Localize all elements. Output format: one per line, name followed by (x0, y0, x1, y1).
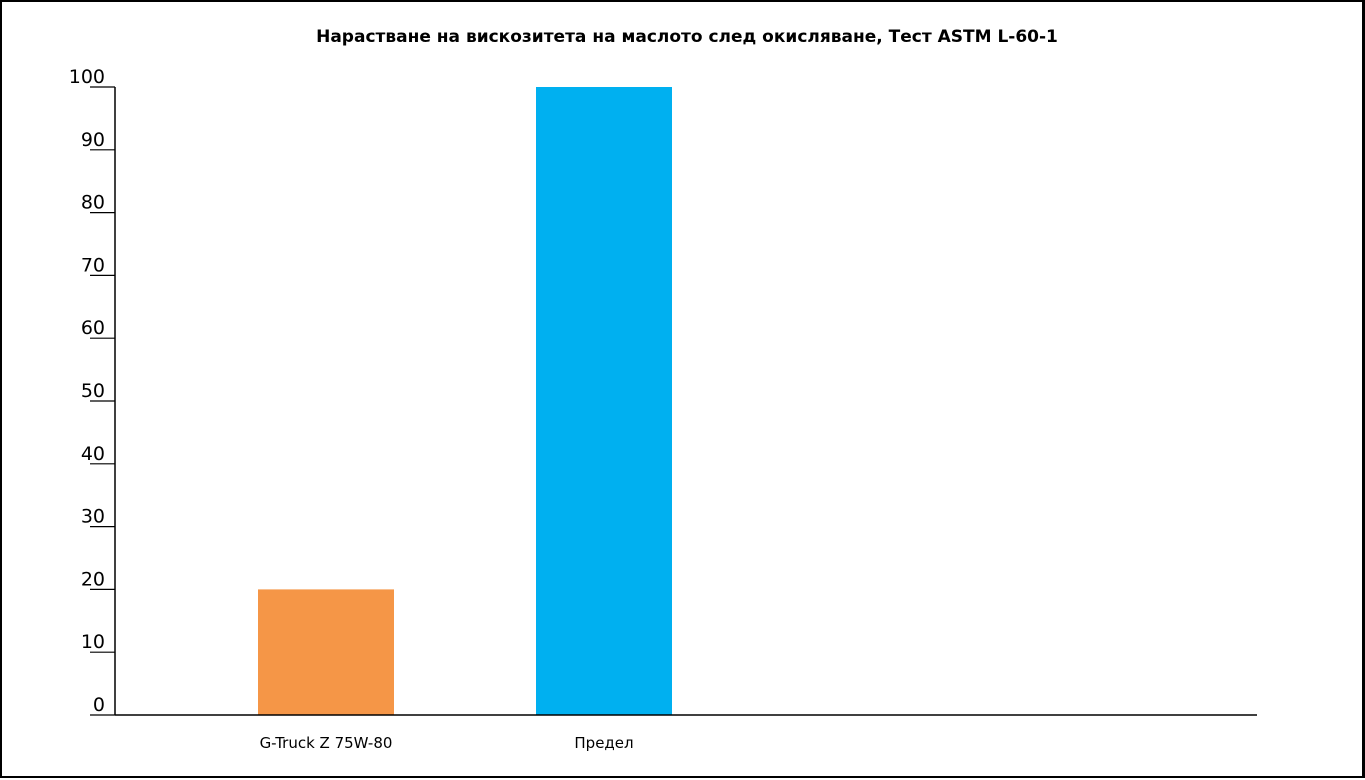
y-axis: 0 10 20 30 40 50 60 70 80 90 100 (69, 66, 116, 716)
bar (536, 87, 672, 715)
y-tick-label: 30 (81, 506, 105, 528)
x-tick-label: G-Truck Z 75W-80 (260, 734, 393, 752)
y-tick-label: 50 (81, 380, 105, 402)
bars (258, 87, 672, 715)
y-tick-label: 20 (81, 568, 105, 590)
y-tick-label: 40 (81, 443, 105, 465)
y-tick-label: 100 (69, 66, 105, 88)
chart-title: Нарастване на вискозитета на маслото сле… (316, 27, 1058, 47)
y-tick-label: 80 (81, 192, 105, 214)
y-tick-label: 10 (81, 631, 105, 653)
x-axis: G-Truck Z 75W-80 Предел (115, 714, 1257, 752)
bar (258, 589, 394, 715)
y-tick-label: 90 (81, 129, 105, 151)
x-tick-label: Предел (574, 734, 633, 752)
y-tick-label: 70 (81, 254, 105, 276)
y-tick-label: 60 (81, 317, 105, 339)
y-tick-label: 0 (93, 694, 105, 716)
